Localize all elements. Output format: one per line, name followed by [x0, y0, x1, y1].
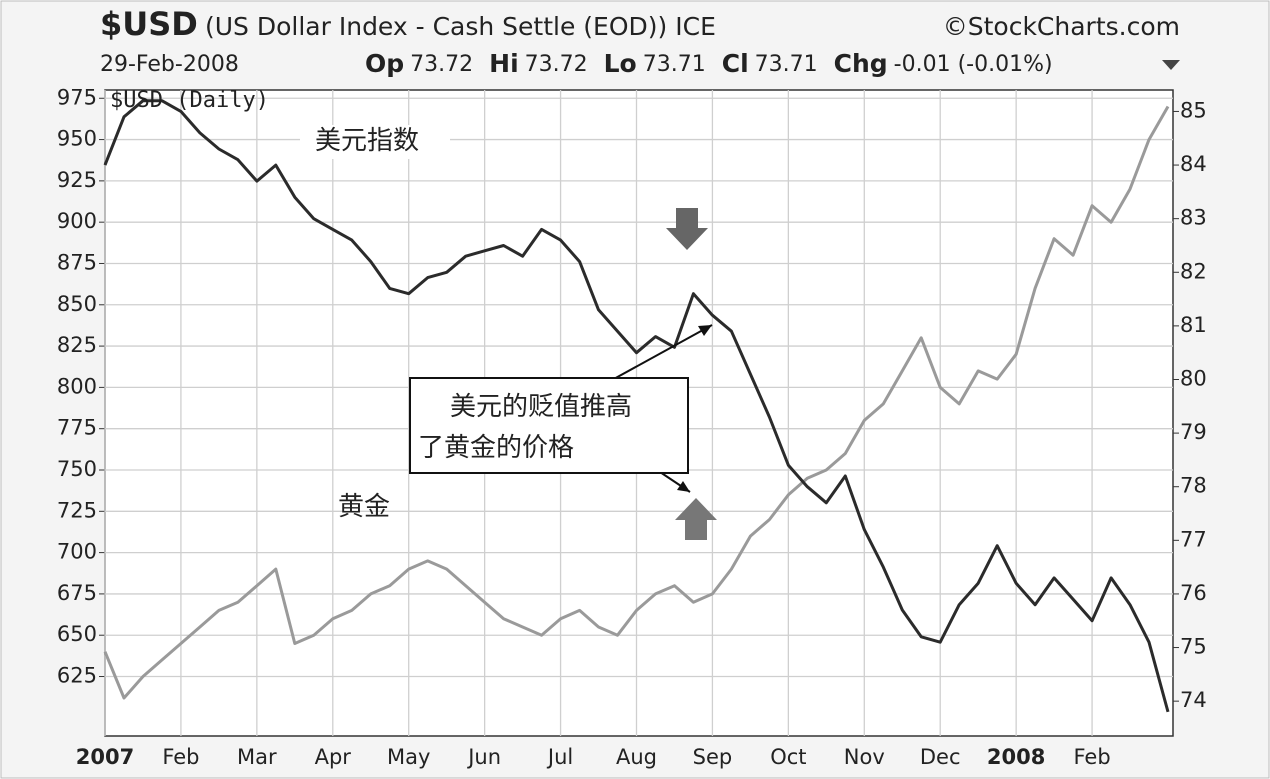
y-tick-label: 925	[57, 168, 97, 192]
x-tick-label: Apr	[315, 745, 352, 769]
quote-value: 73.72	[525, 52, 588, 77]
annotation: 美元指数	[315, 126, 419, 156]
y2-tick-label: 82	[1180, 259, 1207, 283]
y-tick-label: 850	[57, 292, 97, 316]
y-tick-label: 975	[57, 85, 97, 109]
chart-layer	[99, 90, 1179, 736]
text-layer: Op 73.72 Hi 73.72 Lo 73.71 Cl 73.71 Chg -0.01 (-0…	[57, 49, 1207, 769]
x-tick-label: Jul	[546, 745, 573, 769]
x-tick-label: Feb	[162, 745, 199, 769]
chart-subtitle: (US Dollar Index - Cash Settle (EOD)) IC…	[205, 12, 716, 41]
chart-title: $USD	[100, 5, 198, 43]
y-tick-label: 750	[57, 457, 97, 481]
x-tick-label: 2008	[987, 745, 1045, 769]
y-tick-label: 700	[57, 540, 97, 564]
x-tick-label: Aug	[616, 745, 657, 769]
quote-label: Cl	[722, 49, 749, 78]
callout-line	[611, 324, 713, 381]
quote-value: -0.01 (-0.01%)	[894, 52, 1053, 77]
quote-label: Chg	[834, 49, 888, 78]
x-tick-label: Oct	[770, 745, 806, 769]
callout-text: 美元的贬值推高	[450, 392, 632, 422]
y2-tick-label: 76	[1180, 581, 1207, 605]
y2-tick-label: 74	[1180, 688, 1207, 712]
plot-label: $USD (Daily)	[110, 88, 269, 113]
x-tick-label: Dec	[920, 745, 961, 769]
y2-tick-label: 77	[1180, 527, 1207, 551]
x-tick-label: Nov	[844, 745, 885, 769]
y-tick-label: 625	[57, 664, 97, 688]
callout-box	[409, 377, 689, 474]
y2-tick-label: 80	[1180, 366, 1207, 390]
callout-arrowhead	[698, 325, 712, 336]
annotation: 黄金	[338, 492, 390, 522]
x-tick-label: May	[387, 745, 430, 769]
quote-label: Hi	[489, 49, 519, 78]
y2-tick-label: 83	[1180, 206, 1207, 230]
y-tick-label: 675	[57, 581, 97, 605]
series-line	[103, 99, 1170, 713]
x-tick-label: Mar	[237, 745, 277, 769]
y-tick-label: 725	[57, 498, 97, 522]
y-tick-label: 900	[57, 209, 97, 233]
series-line	[103, 105, 1170, 700]
label-bg	[300, 125, 450, 159]
x-tick-label: Feb	[1073, 745, 1110, 769]
callout-arrowhead	[677, 481, 690, 492]
source: ©StockCharts.com	[943, 12, 1180, 41]
y-tick-label: 875	[57, 250, 97, 274]
date: 29-Feb-2008	[100, 52, 239, 77]
x-tick-label: Jun	[466, 745, 501, 769]
quote-label: Op	[365, 49, 404, 78]
callout-text: 了黄金的价格	[418, 433, 574, 463]
dropdown-icon[interactable]	[1162, 60, 1180, 70]
y2-tick-label: 79	[1180, 420, 1207, 444]
quote-value: 73.71	[755, 52, 818, 77]
x-tick-label: Sep	[693, 745, 733, 769]
y-tick-label: 775	[57, 416, 97, 440]
quote-value: 73.72	[410, 52, 473, 77]
y-tick-label: 825	[57, 333, 97, 357]
y2-tick-label: 75	[1180, 635, 1207, 659]
y2-tick-label: 85	[1180, 98, 1207, 122]
down-arrow	[666, 208, 708, 250]
up-arrow	[675, 498, 717, 540]
y-tick-label: 650	[57, 622, 97, 646]
y2-tick-label: 78	[1180, 474, 1207, 498]
y2-tick-label: 81	[1180, 313, 1207, 337]
y2-tick-label: 84	[1180, 152, 1207, 176]
y-tick-label: 950	[57, 127, 97, 151]
quote-label: Lo	[604, 49, 637, 78]
quote-value: 73.71	[643, 52, 706, 77]
x-tick-label: 2007	[76, 745, 134, 769]
y-tick-label: 800	[57, 374, 97, 398]
